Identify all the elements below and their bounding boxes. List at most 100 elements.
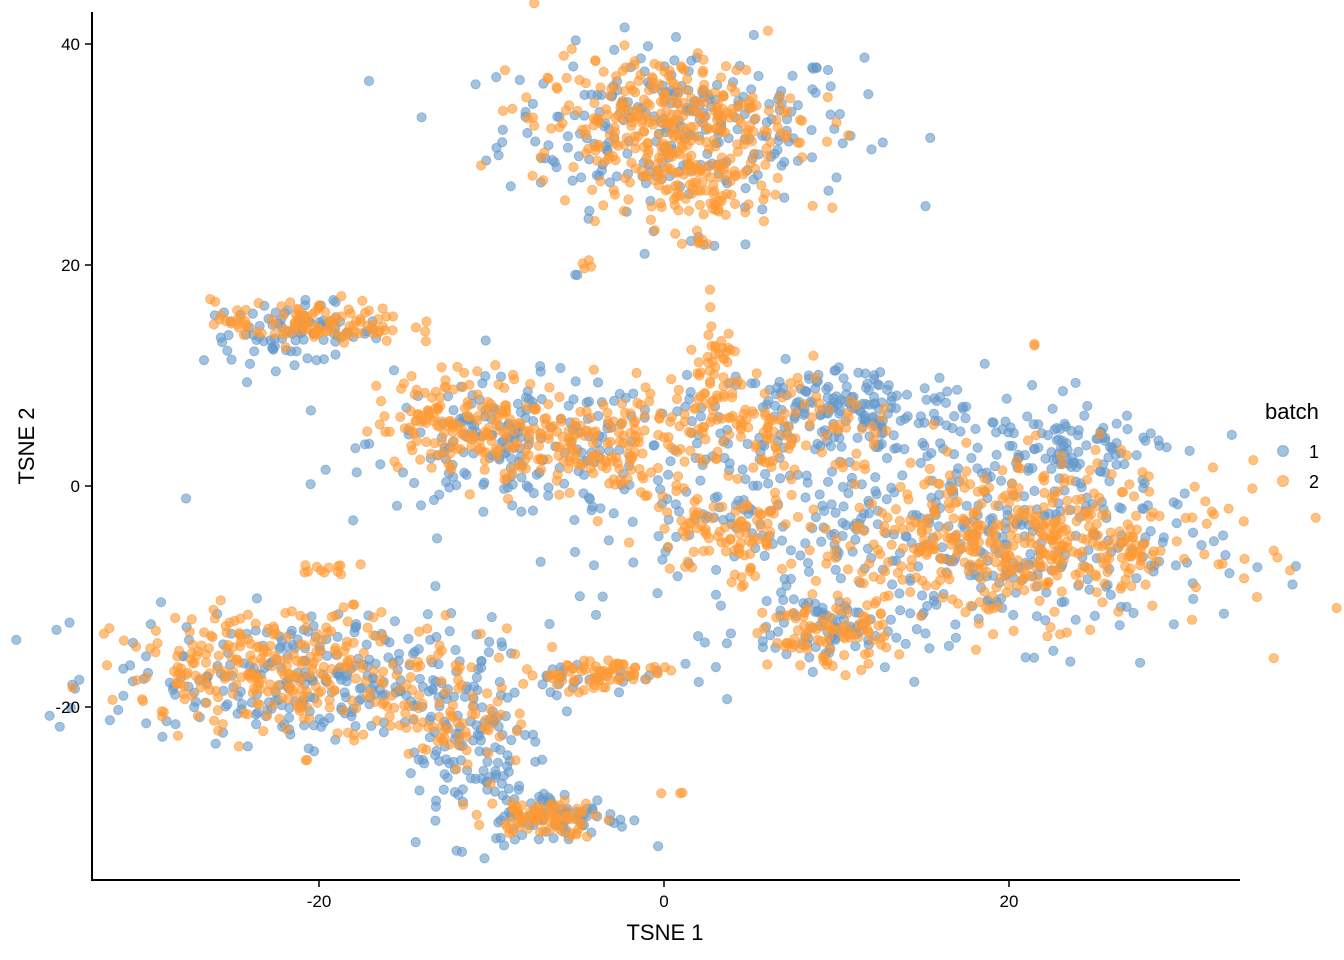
data-point-batch-2 [1223,503,1234,514]
data-point-batch-2 [995,572,1006,584]
data-point-batch-2 [459,367,470,378]
data-point-batch-2 [662,117,674,129]
data-point-batch-2 [948,513,959,524]
data-point-batch-2 [351,703,362,714]
data-point-batch-1 [311,355,322,366]
data-point-batch-2 [620,62,631,73]
data-point-batch-2 [409,428,420,439]
data-point-batch-1 [695,475,706,486]
data-point-batch-1 [359,439,371,450]
data-point-batch-2 [282,631,293,643]
data-point-batch-2 [552,668,563,679]
data-point-batch-2 [679,456,690,467]
data-point-batch-1 [275,641,286,652]
data-point-batch-1 [652,588,663,599]
data-point-batch-2 [983,551,994,562]
data-point-batch-2 [324,702,335,713]
data-point-batch-2 [501,432,512,443]
data-point-batch-2 [860,649,871,660]
data-point-batch-2 [732,473,743,484]
data-point-batch-1 [505,181,516,192]
data-point-batch-2 [1131,524,1143,535]
data-point-batch-1 [543,490,554,501]
data-point-batch-2 [396,383,407,394]
data-point-batch-2 [805,521,816,533]
data-point-batch-1 [570,35,581,46]
data-point-batch-2 [602,407,613,418]
data-point-batch-2 [245,638,256,649]
data-point-batch-2 [665,416,676,427]
data-point-batch-2 [1200,496,1211,507]
data-point-batch-2 [626,157,637,168]
data-point-batch-2 [150,625,161,636]
data-point-batch-2 [439,732,450,743]
data-point-batch-2 [521,401,532,412]
data-point-batch-2 [853,520,864,531]
data-point-batch-2 [1055,629,1066,640]
data-point-batch-2 [1013,533,1024,544]
data-point-batch-2 [332,566,343,577]
data-point-batch-2 [466,662,477,673]
data-point-batch-1 [383,652,394,663]
data-point-batch-1 [569,546,581,558]
data-point-batch-2 [232,305,243,316]
data-point-batch-1 [1184,445,1195,456]
data-point-batch-2 [190,670,201,681]
data-point-batch-2 [249,683,260,694]
data-point-batch-1 [1048,454,1059,465]
data-point-batch-2 [539,147,550,158]
data-point-batch-2 [667,151,678,162]
data-point-batch-2 [763,105,775,116]
data-point-batch-1 [943,640,955,652]
data-point-batch-2 [706,340,717,352]
data-point-batch-2 [152,638,163,649]
data-point-batch-2 [709,185,720,197]
data-point-batch-1 [514,780,525,792]
data-point-batch-2 [740,207,751,218]
data-point-batch-1 [765,630,776,641]
data-point-batch-2 [324,323,335,334]
data-point-batch-2 [742,501,753,512]
data-point-batch-1 [210,738,221,749]
data-point-batch-1 [1116,503,1127,514]
data-point-batch-2 [699,79,710,90]
data-point-batch-1 [497,124,508,135]
data-point-batch-2 [462,396,473,407]
data-point-batch-2 [663,184,674,195]
data-point-batch-1 [588,560,600,571]
data-point-batch-1 [509,687,520,698]
data-point-batch-2 [436,437,447,448]
data-point-batch-2 [619,40,630,51]
data-point-batch-2 [675,788,686,799]
data-point-batch-2 [385,720,396,731]
data-point-batch-1 [423,686,434,697]
data-point-batch-2 [541,413,552,424]
data-point-batch-2 [559,195,571,206]
data-point-batch-2 [698,54,709,65]
data-point-batch-2 [130,641,142,652]
data-point-batch-2 [434,697,445,709]
data-point-batch-2 [592,516,603,527]
data-point-batch-2 [676,103,687,114]
data-point-batch-2 [691,225,703,236]
data-point-batch-1 [568,61,579,72]
data-point-batch-1 [502,761,513,772]
data-point-batch-1 [870,486,881,497]
data-point-batch-1 [593,377,604,388]
data-point-batch-2 [643,148,654,159]
data-point-batch-2 [355,559,366,570]
data-point-batch-2 [389,456,400,467]
data-point-batch-1 [493,150,504,161]
data-point-batch-2 [720,61,732,72]
data-point-batch-1 [752,480,763,491]
data-point-batch-2 [195,682,206,693]
data-point-batch-2 [256,328,267,339]
data-point-batch-2 [765,456,776,467]
data-point-batch-2 [653,168,664,179]
data-point-batch-2 [755,522,767,533]
data-point-batch-2 [335,662,346,673]
data-point-batch-2 [406,685,418,696]
data-point-batch-2 [1007,564,1018,576]
data-point-batch-1 [615,814,626,825]
data-point-batch-2 [664,563,675,574]
